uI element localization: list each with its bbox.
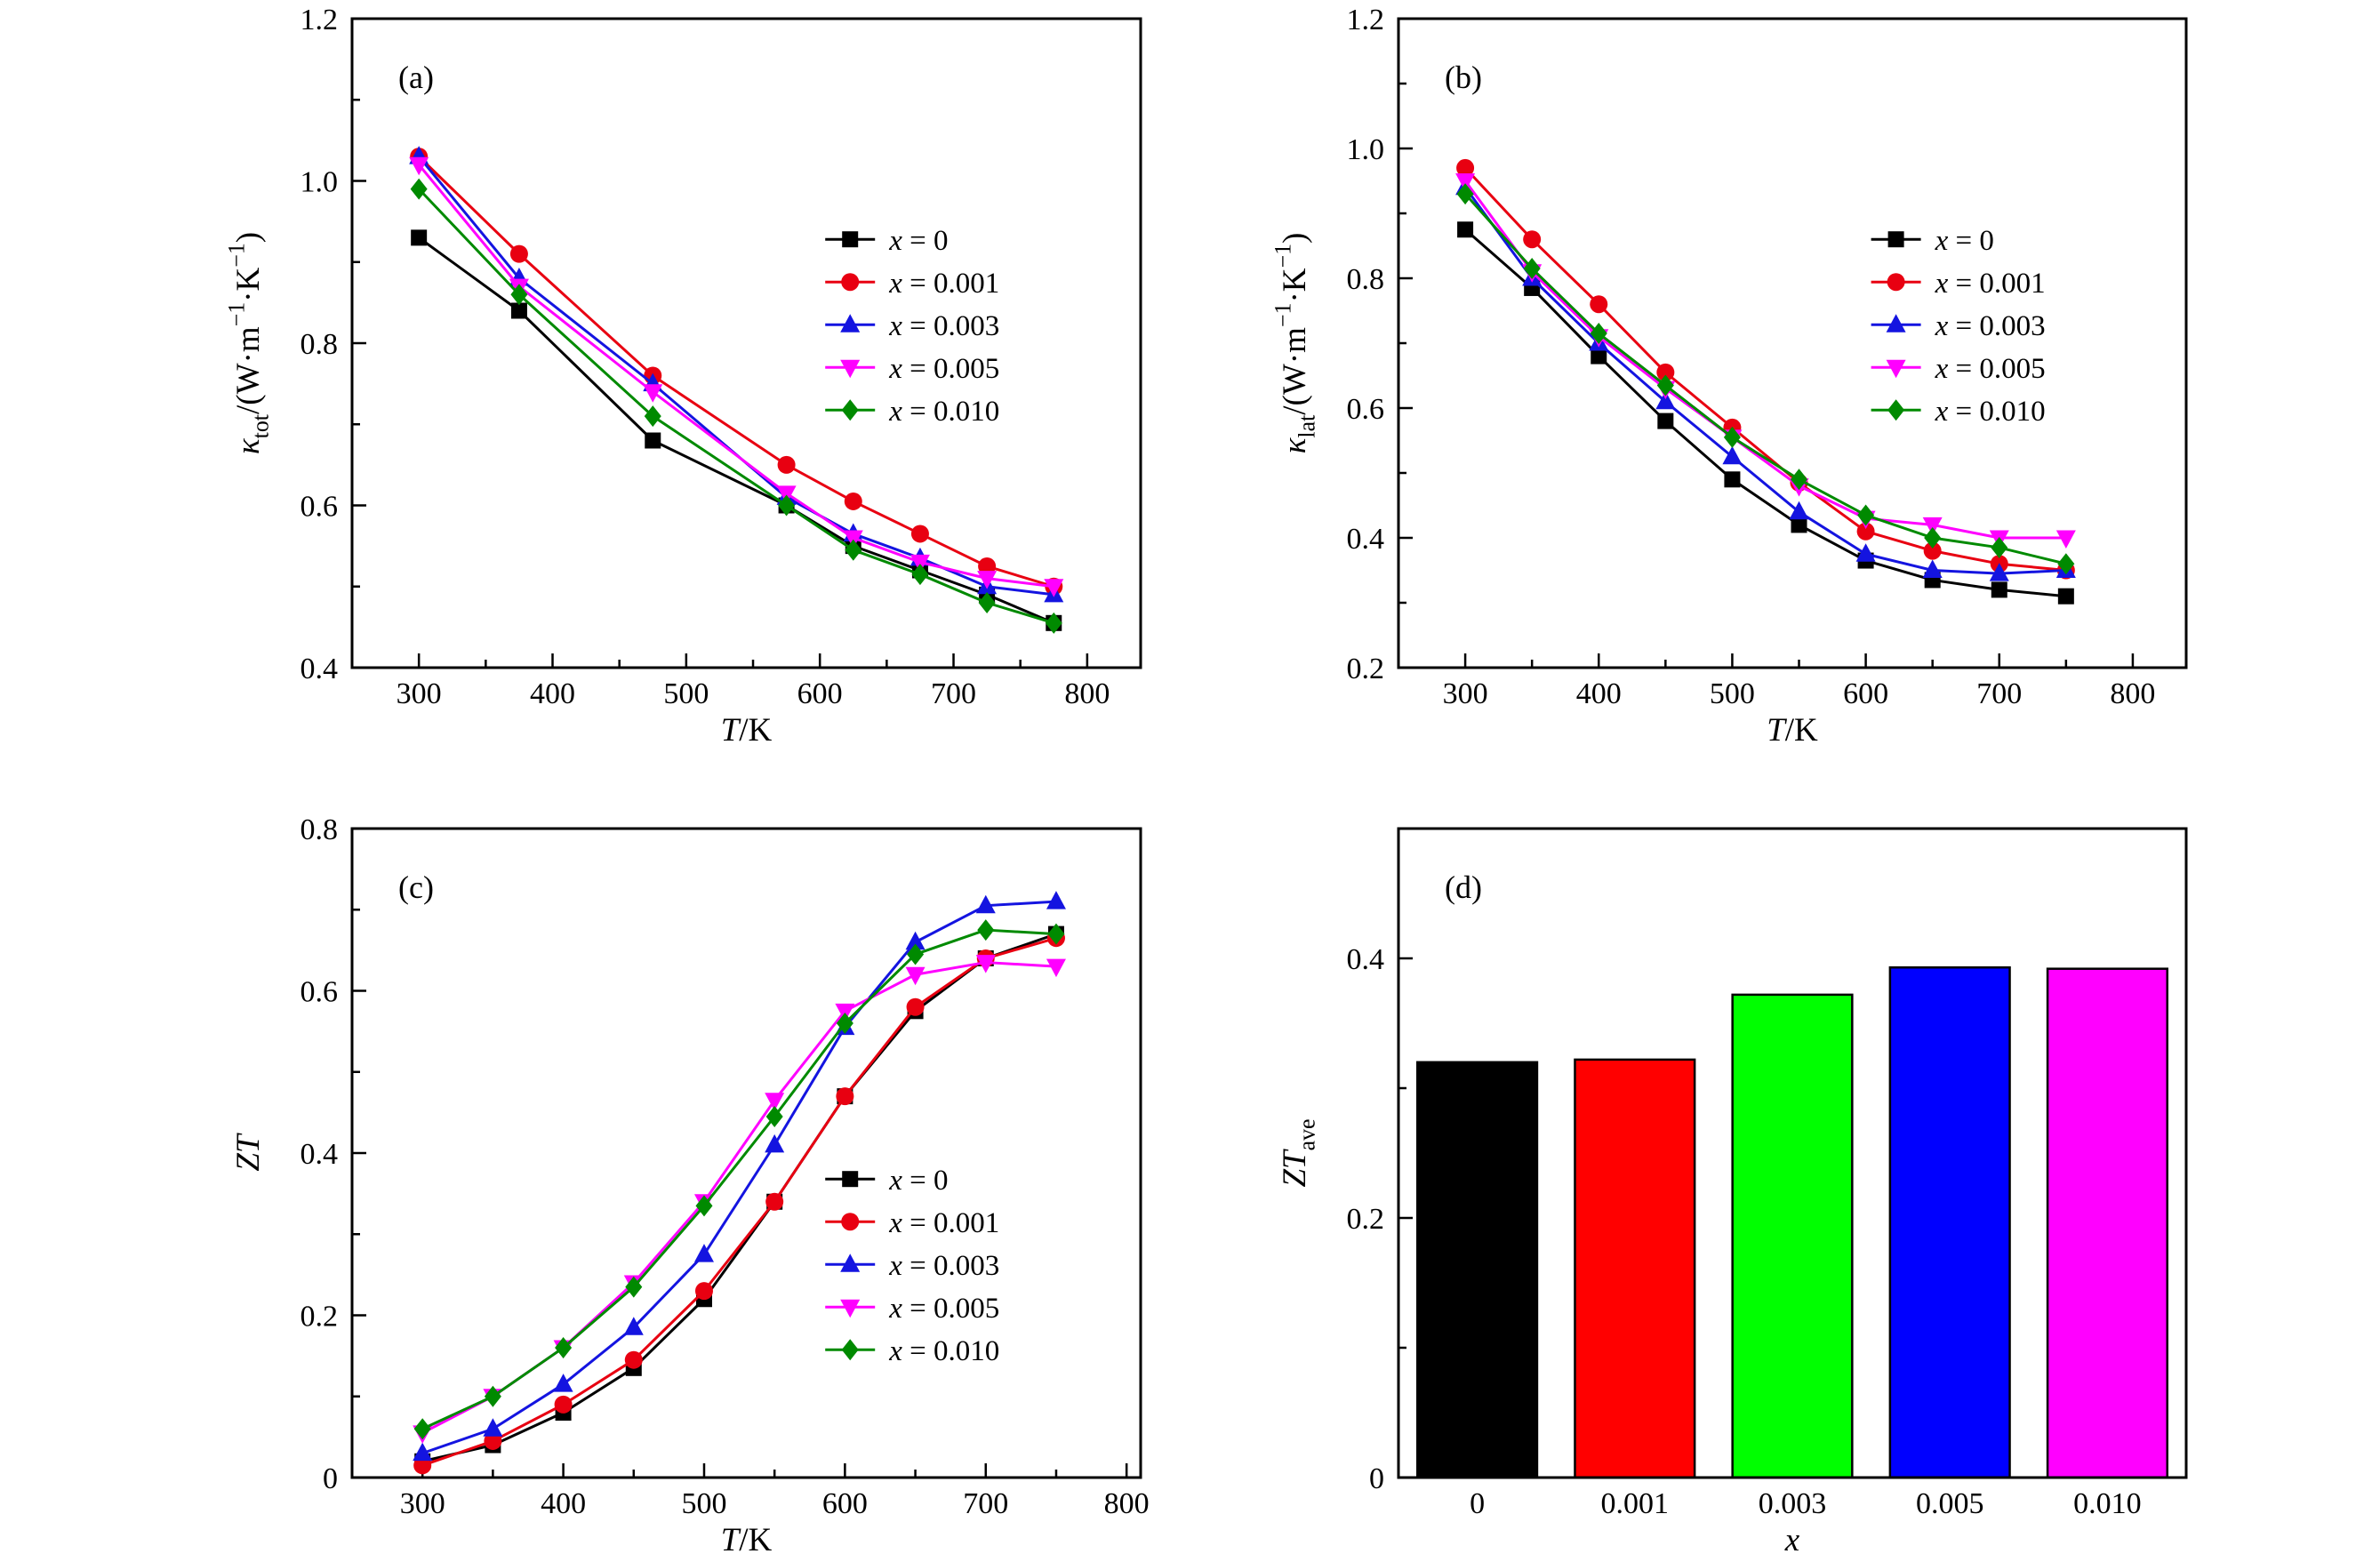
legend-label: x = 0: [888, 1165, 948, 1197]
y-tick-label: 0.6: [301, 491, 339, 524]
legend-label: x = 0.001: [888, 1207, 999, 1239]
x-tick-label: 700: [931, 677, 976, 710]
legend-label: x = 0.010: [888, 396, 999, 428]
plot-frame: [350, 17, 1142, 669]
y-tick-label: 0.4: [301, 1138, 339, 1171]
x-tick-label: 500: [681, 1487, 726, 1520]
y-tick-label: 0.6: [1347, 393, 1385, 426]
bar-x-0.005: [1888, 965, 2011, 1479]
panel-letter: (c): [398, 869, 434, 905]
y-tick-label: 0.8: [301, 813, 339, 846]
plot-frame: [1397, 17, 2188, 669]
bar-x-0: [1416, 1061, 1539, 1479]
series--x-0.010: [410, 178, 1062, 634]
y-tick-label: 0.8: [1347, 263, 1385, 296]
x-tick-label: 600: [822, 1487, 868, 1520]
panel-d-zt-average-bar-chart: 0 0.2 0.4 x ZTave (d) 0 0.001 0.003 0.005 0.010: [1190, 777, 2380, 1554]
x-category-label: 0.003: [1759, 1487, 1827, 1520]
bar-x-0.001: [1574, 1058, 1696, 1479]
x-category-label: 0.001: [1601, 1487, 1670, 1520]
x-tick-label: 300: [397, 677, 442, 710]
series--x-0.010: [413, 919, 1065, 1440]
legend-label: x = 0.001: [1935, 268, 2046, 300]
x-tick-label: 700: [963, 1487, 1008, 1520]
panel-a-svg: 0.4 0.6 0.8 1.0 1.2 300 400 500 600 700 800 T/K κtot…: [223, 4, 1142, 749]
y-axis-label: κlat/(W·m−1·K−1): [1270, 233, 1319, 454]
panel-letter: (d): [1445, 869, 1482, 905]
y-tick-label: 0.2: [1347, 1203, 1385, 1236]
panel-d-svg: 0 0.2 0.4 x ZTave (d) 0 0.001 0.003 0.005 0.010: [1277, 827, 2188, 1554]
legend-label: x = 0.003: [888, 1250, 999, 1282]
x-axis-label: T/K: [1767, 712, 1818, 749]
panel-letter: (a): [398, 60, 434, 95]
y-tick-label: 0: [1369, 1462, 1384, 1495]
panel-c-svg: 0 0.2 0.4 0.6 0.8 300 400 500 600 700 800 T/K ZT (c) x…: [230, 813, 1150, 1554]
x-category-label: 0.010: [2073, 1487, 2142, 1520]
panel-b-svg: 0.2 0.4 0.6 0.8 1.0 1.2 300 400 500 600 700 800 T/K κ…: [1270, 4, 2188, 749]
y-tick-label: 0.8: [301, 328, 339, 361]
x-axis-label: T/K: [721, 1522, 773, 1554]
x-tick-label: 800: [2110, 677, 2155, 710]
y-tick-label: 0.6: [301, 976, 339, 1009]
legend-label: x = 0.003: [888, 310, 999, 342]
axis-ticks: [1398, 957, 1413, 1479]
x-tick-label: 800: [1104, 1487, 1150, 1520]
legend-label: x = 0.005: [888, 1293, 999, 1325]
legend: x = 0 x = 0.001 x = 0.003 x = 0.005 x = 0.01…: [825, 225, 999, 428]
legend: x = 0 x = 0.001 x = 0.003 x = 0.005 x = 0.01…: [1871, 225, 2046, 428]
panel-letter: (b): [1445, 60, 1482, 95]
y-tick-label: 0.2: [1347, 653, 1385, 685]
legend-label: x = 0: [1935, 225, 1994, 257]
y-tick-label: 0.4: [301, 653, 339, 685]
x-tick-label: 800: [1064, 677, 1110, 710]
plot-frame: [1397, 827, 2188, 1479]
bar-x-0.003: [1731, 993, 1854, 1479]
x-tick-label: 400: [1576, 677, 1622, 710]
legend-label: x = 0.003: [1935, 310, 2046, 342]
y-tick-label: 0.4: [1347, 943, 1385, 976]
axis-ticks: [352, 17, 1089, 669]
panel-b-kappa-lattice-chart: 0.2 0.4 0.6 0.8 1.0 1.2 300 400 500 600 700 800 T/K κ…: [1190, 0, 2380, 777]
legend-label: x = 0.005: [1935, 353, 2046, 385]
x-axis-label: T/K: [721, 712, 773, 749]
y-tick-label: 1.0: [301, 166, 339, 199]
legend: x = 0 x = 0.001 x = 0.003 x = 0.005 x = 0.01…: [825, 1165, 999, 1367]
legend-label: x = 0.010: [888, 1335, 999, 1367]
plot-frame: [350, 827, 1142, 1479]
y-axis-label: ZT: [230, 1133, 267, 1172]
y-tick-label: 1.2: [1347, 4, 1385, 36]
x-tick-label: 300: [1443, 677, 1488, 710]
x-category-label: 0: [1470, 1487, 1485, 1520]
y-tick-label: 0: [323, 1462, 338, 1495]
bars: [1416, 965, 2168, 1479]
y-tick-label: 0.4: [1347, 523, 1385, 556]
legend-label: x = 0.010: [1935, 396, 2046, 428]
axis-ticks: [1398, 17, 2135, 669]
x-tick-label: 700: [1976, 677, 2022, 710]
legend-label: x = 0.001: [888, 268, 999, 300]
series--x-0.003: [413, 891, 1066, 1462]
series--x-0.010: [1456, 183, 2075, 575]
x-category-label: 0.005: [1916, 1487, 1984, 1520]
x-tick-label: 500: [1710, 677, 1755, 710]
y-tick-label: 1.2: [301, 4, 339, 36]
panel-c-zt-chart: 0 0.2 0.4 0.6 0.8 300 400 500 600 700 800 T/K ZT (c) x…: [0, 777, 1190, 1554]
x-tick-label: 600: [797, 677, 843, 710]
bar-x-0.010: [2046, 967, 2168, 1479]
x-tick-label: 400: [530, 677, 575, 710]
legend-label: x = 0: [888, 225, 948, 257]
x-axis-label: x: [1784, 1522, 1800, 1554]
y-axis-label: κtot/(W·m−1·K−1): [223, 232, 273, 454]
x-tick-label: 600: [1843, 677, 1888, 710]
x-tick-label: 500: [663, 677, 709, 710]
x-tick-label: 400: [541, 1487, 586, 1520]
y-tick-label: 1.0: [1347, 133, 1385, 166]
x-tick-label: 300: [400, 1487, 445, 1520]
y-tick-label: 0.2: [301, 1301, 339, 1334]
legend-label: x = 0.005: [888, 353, 999, 385]
panel-a-kappa-total-chart: 0.4 0.6 0.8 1.0 1.2 300 400 500 600 700 800 T/K κtot…: [0, 0, 1190, 777]
y-axis-label: ZTave: [1277, 1118, 1319, 1187]
